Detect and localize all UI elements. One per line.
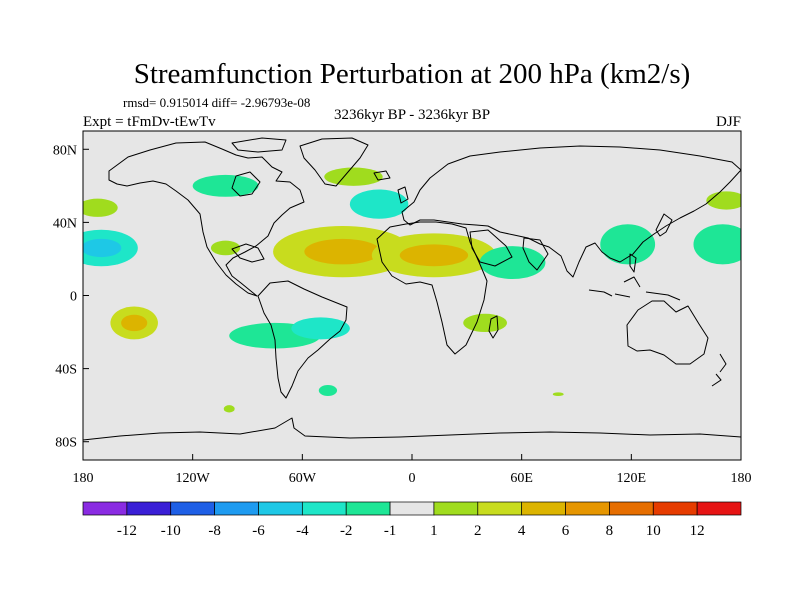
- x-tick-label: 180: [731, 471, 752, 486]
- colorbar-swatch: [301, 501, 347, 516]
- x-tick-label: 120E: [617, 471, 647, 486]
- coast-africa: [376, 221, 488, 355]
- experiment-label: Expt = tFmDv-tEwTv: [83, 114, 216, 130]
- x-axis: 180 120W 60W 0 60E 120E 180: [73, 454, 752, 486]
- coast-japan: [655, 213, 673, 237]
- coast-philippines: [629, 253, 637, 273]
- coast-iceland: [373, 170, 391, 181]
- colorbar-label: 6: [562, 523, 570, 539]
- anomaly-core: [83, 238, 122, 258]
- coast-uk: [397, 186, 409, 204]
- colorbar: -12 -10 -8 -6 -4 -2 -1 1 2 4 6 8 10 12: [82, 501, 742, 539]
- colorbar-swatch: [214, 501, 259, 516]
- coast-greenland: [299, 137, 369, 187]
- x-tick-label: 60W: [289, 471, 317, 486]
- colorbar-label: -10: [161, 523, 181, 539]
- anomaly-core: [304, 322, 337, 334]
- anomaly-negative: [693, 224, 741, 265]
- y-tick-label: 0: [70, 290, 77, 305]
- coastlines: [83, 137, 741, 441]
- coast-australia: [626, 300, 709, 365]
- colorbar-label: -1: [384, 523, 397, 539]
- colorbar-label: 10: [646, 523, 661, 539]
- stats-text: rmsd= 0.915014 diff= -2.96793e-08: [123, 95, 310, 110]
- season-label: DJF: [716, 114, 741, 130]
- colorbar-swatch: [126, 501, 172, 516]
- x-tick-label: 0: [409, 471, 416, 486]
- colorbar-swatch: [521, 501, 566, 516]
- colorbar-label: 12: [690, 523, 705, 539]
- y-tick-label: 40S: [55, 363, 77, 378]
- anomaly-positive: [324, 167, 383, 186]
- coast-hudson-bay: [231, 171, 261, 197]
- anomaly-positive: [210, 240, 241, 256]
- chart-title: Streamfunction Perturbation at 200 hPa (…: [134, 58, 691, 90]
- anomaly-negative: [349, 189, 409, 219]
- anomaly-core: [304, 238, 381, 265]
- anomaly-negative: [600, 224, 656, 265]
- colorbar-swatch: [477, 501, 523, 516]
- y-tick-label: 40N: [53, 216, 77, 231]
- y-tick-label: 80N: [53, 143, 77, 158]
- anomaly-positive: [552, 392, 564, 397]
- anomaly-core: [399, 244, 469, 267]
- anomaly-positive: [706, 191, 741, 210]
- colorbar-label: -6: [252, 523, 265, 539]
- coast-gulf-mexico: [231, 243, 265, 263]
- colorbar-label: 1: [430, 523, 438, 539]
- y-tick-label: 80S: [55, 436, 77, 451]
- coast-arabia: [469, 229, 513, 267]
- colorbar-swatch: [389, 501, 435, 516]
- map-panel: [82, 130, 742, 461]
- colorbar-swatch: [652, 501, 698, 516]
- colorbar-swatch: [170, 501, 215, 516]
- coast-indonesia: [588, 276, 681, 301]
- x-tick-label: 180: [73, 471, 94, 486]
- anomaly-negative: [479, 246, 546, 280]
- anomaly-negative: [318, 385, 338, 397]
- colorbar-swatch: [82, 501, 128, 516]
- anomaly-positive: [463, 313, 508, 333]
- colorbar-swatch: [433, 501, 479, 516]
- colorbar-swatch: [609, 501, 654, 516]
- coast-new-zealand: [711, 353, 727, 387]
- coast-arctic-islands: [231, 137, 287, 153]
- colorbar-label: 8: [606, 523, 614, 539]
- colorbar-swatch: [696, 501, 742, 516]
- anomaly-core: [121, 314, 148, 332]
- anomaly-positive: [83, 198, 118, 217]
- colorbar-label: 2: [474, 523, 482, 539]
- period-label: 3236kyr BP - 3236kyr BP: [334, 107, 490, 123]
- coast-south-america: [257, 280, 348, 399]
- colorbar-swatch: [258, 501, 303, 516]
- colorbar-swatch: [565, 501, 610, 516]
- y-axis: 80N 40N 0 40S 80S: [53, 143, 89, 451]
- colorbar-label: -12: [117, 523, 137, 539]
- x-tick-label: 60E: [510, 471, 533, 486]
- coast-india: [522, 237, 549, 271]
- coast-eurasia: [401, 145, 741, 278]
- anomaly-negative: [192, 174, 259, 197]
- anomaly-positive: [223, 405, 235, 413]
- coast-antarctica: [83, 417, 741, 441]
- coast-madagascar: [488, 315, 499, 339]
- colorbar-label: 4: [518, 523, 526, 539]
- colorbar-label: -2: [340, 523, 353, 539]
- map-background: [83, 131, 741, 460]
- x-tick-label: 120W: [176, 471, 211, 486]
- coast-north-america: [108, 141, 305, 297]
- colorbar-label: -4: [296, 523, 309, 539]
- colorbar-label: -8: [208, 523, 221, 539]
- colorbar-swatch: [345, 501, 391, 516]
